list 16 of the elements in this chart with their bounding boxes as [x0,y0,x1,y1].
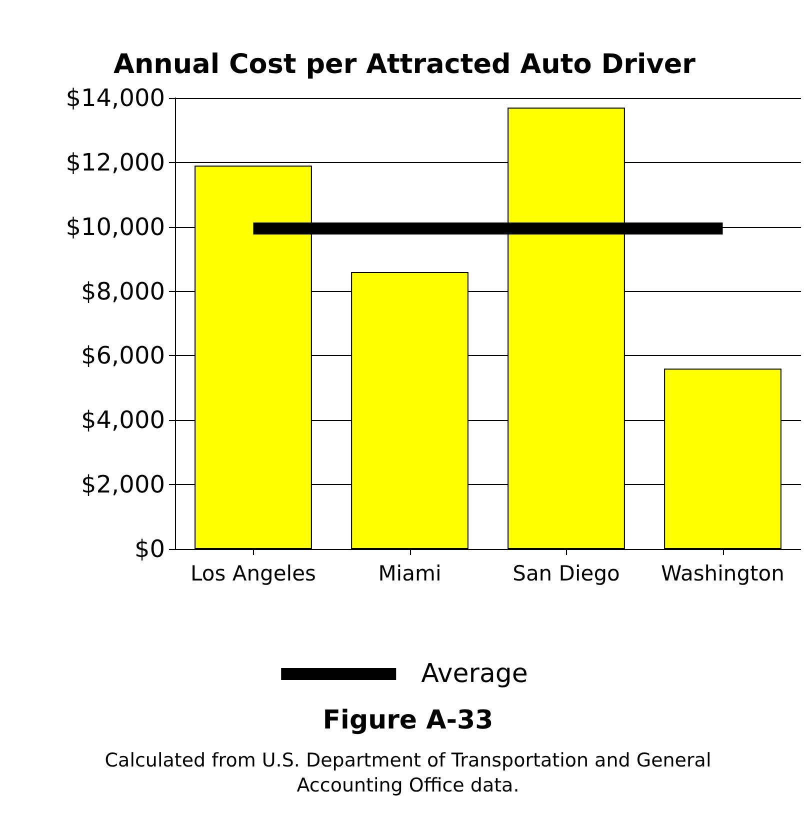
y-tick-label: $4,000 [81,406,165,434]
x-tick-label: Miami [378,562,442,586]
y-tick-label: $2,000 [81,470,165,499]
text: Calculated from U.S. Department of Transportation and General Accounting Office data. [104,750,712,796]
x-tick-label: San Diego [512,562,620,586]
x-tick-label: Washington [661,562,784,586]
y-tick-label: $10,000 [66,212,165,241]
y-tick-label: $14,000 [66,84,165,112]
y-tick-label: $6,000 [81,342,165,370]
x-tick-label: Los Angeles [190,562,316,586]
y-tick-label: $12,000 [66,148,165,176]
chart-title: Annual Cost per Attracted Auto Driver [114,49,696,80]
legend-label: Average [421,659,528,689]
y-tick-label: $0 [134,535,165,563]
text: Figure A-33 [322,706,494,736]
y-tick-label: $8,000 [81,277,165,306]
